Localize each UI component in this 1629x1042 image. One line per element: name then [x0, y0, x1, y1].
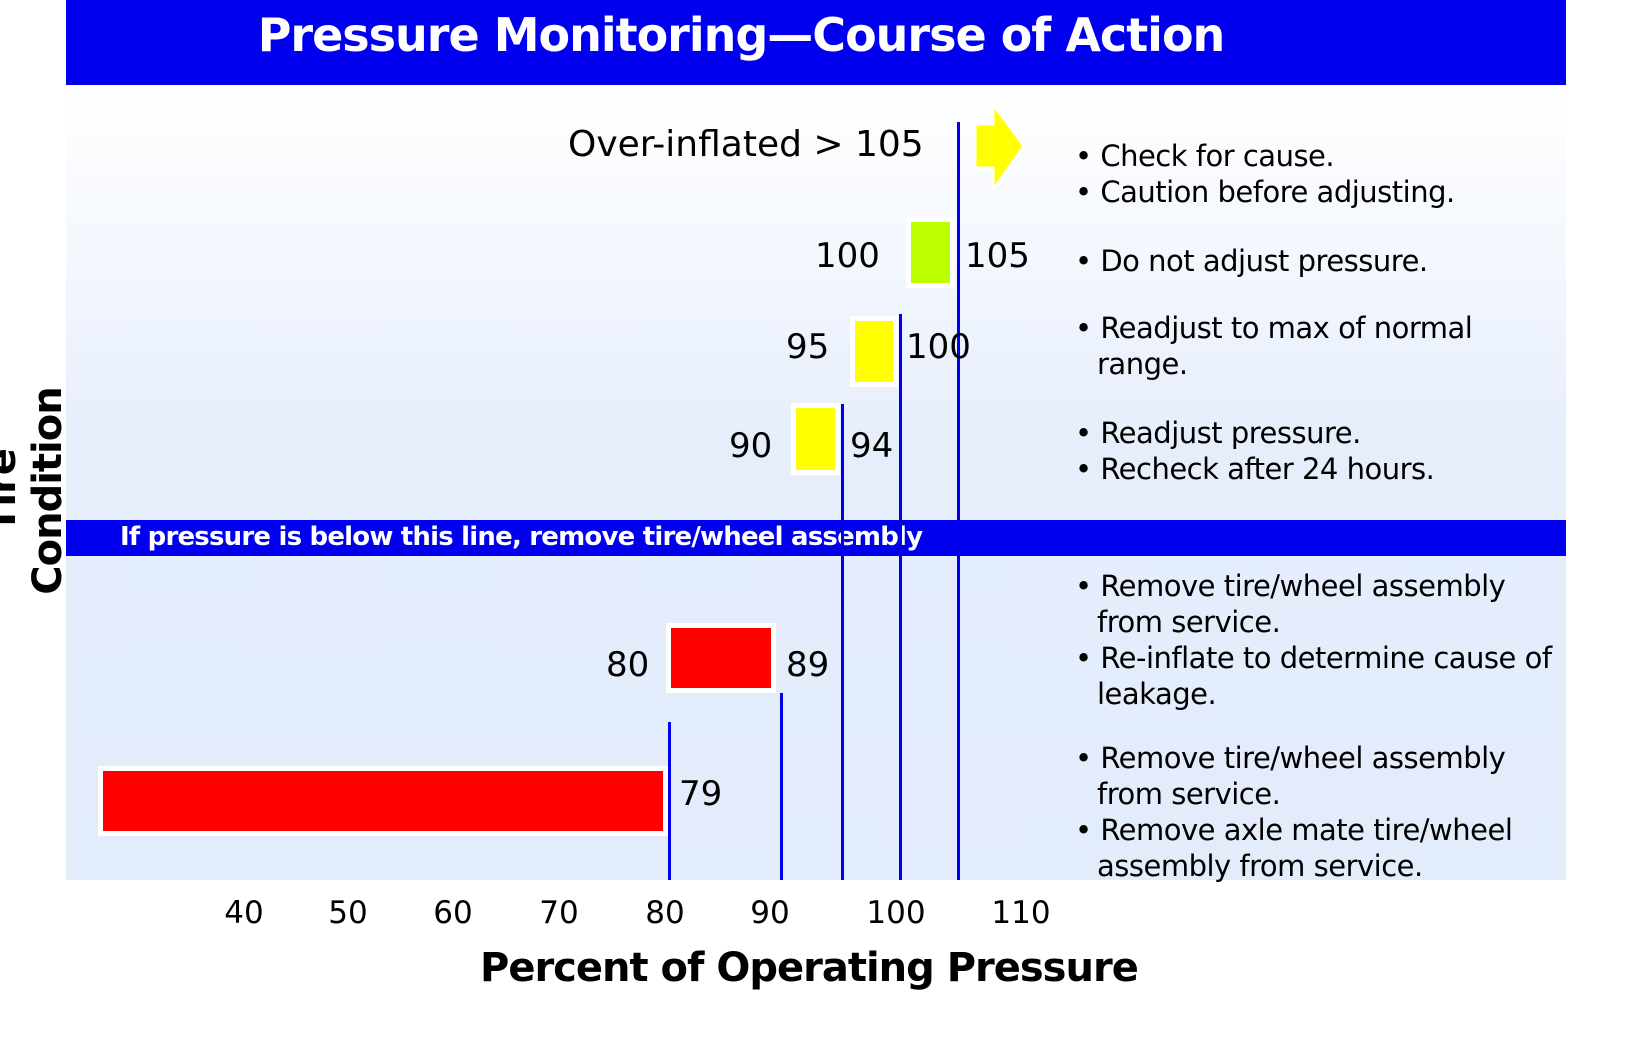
bullet-icon: •: [1075, 741, 1101, 775]
reference-line: [899, 314, 902, 880]
action-item: • Check for cause.: [1075, 138, 1555, 174]
action-item: • Do not adjust pressure.: [1075, 243, 1555, 279]
bullet-icon: •: [1075, 813, 1101, 847]
x-tick-label: 80: [645, 895, 685, 931]
range-bar: [855, 321, 893, 382]
action-item: • Readjust pressure.: [1075, 415, 1555, 451]
reference-line: [841, 404, 844, 880]
x-axis-label: Percent of Operating Pressure: [480, 945, 1139, 991]
y-axis-label: Tire Condition: [0, 387, 71, 595]
x-tick-label: 50: [328, 895, 368, 931]
bullet-icon: •: [1075, 641, 1101, 675]
x-tick-label: 100: [866, 895, 926, 931]
range-bar: [796, 408, 835, 470]
x-tick-label: 70: [539, 895, 579, 931]
range-high-label: 105: [965, 236, 1030, 276]
action-list: • Remove tire/wheel assembly from servic…: [1075, 568, 1555, 712]
threshold-text: If pressure is below this line, remove t…: [120, 522, 923, 552]
action-item: • Re-inflate to determine cause of leaka…: [1075, 640, 1555, 712]
action-item: • Remove axle mate tire/wheel assembly f…: [1075, 812, 1555, 884]
action-text: Re-inflate to determine cause of leakage…: [1097, 641, 1552, 711]
range-high-label: 89: [786, 645, 830, 685]
bullet-icon: •: [1075, 139, 1101, 173]
x-tick-label: 90: [750, 895, 790, 931]
reference-line: [780, 693, 783, 880]
range-low-label: 90: [729, 426, 773, 466]
action-text: Check for cause.: [1100, 139, 1335, 173]
reference-line: [957, 122, 960, 880]
bullet-icon: •: [1075, 175, 1101, 209]
range-low-label: 95: [786, 327, 830, 367]
action-text: Readjust to max of normal range.: [1097, 311, 1473, 381]
range-high-label: 79: [679, 774, 723, 814]
range-low-label: 80: [606, 645, 650, 685]
action-text: Remove tire/wheel assembly from service.: [1097, 569, 1506, 639]
action-text: Do not adjust pressure.: [1100, 244, 1428, 278]
bullet-icon: •: [1075, 452, 1101, 486]
row-label: Over-inflated > 105: [568, 124, 924, 165]
action-list: • Check for cause. • Caution before adjus…: [1075, 138, 1555, 210]
x-tick-label: 60: [433, 895, 473, 931]
action-text: Caution before adjusting.: [1100, 175, 1455, 209]
title-bar: [66, 0, 1566, 85]
action-item: • Caution before adjusting.: [1075, 174, 1555, 210]
action-list: • Do not adjust pressure.: [1075, 243, 1555, 279]
action-list: • Readjust to max of normal range.: [1075, 310, 1555, 382]
x-tick-label: 40: [224, 895, 264, 931]
action-text: Remove tire/wheel assembly from service.: [1097, 741, 1506, 811]
reference-line: [668, 722, 671, 880]
range-bar: [103, 771, 663, 831]
action-list: • Remove tire/wheel assembly from servic…: [1075, 740, 1555, 884]
action-item: • Readjust to max of normal range.: [1075, 310, 1555, 382]
bullet-icon: •: [1075, 416, 1101, 450]
plot-area: [66, 85, 1566, 880]
action-text: Recheck after 24 hours.: [1100, 452, 1435, 486]
range-high-label: 94: [850, 426, 894, 466]
bullet-icon: •: [1075, 569, 1101, 603]
chart-title: Pressure Monitoring—Course of Action: [257, 8, 1226, 62]
over-inflated-arrow-icon: [975, 104, 1025, 190]
action-list: • Readjust pressure. • Recheck after 24 h…: [1075, 415, 1555, 487]
action-item: • Remove tire/wheel assembly from servic…: [1075, 568, 1555, 640]
action-item: • Remove tire/wheel assembly from servic…: [1075, 740, 1555, 812]
x-tick-label: 110: [991, 895, 1051, 931]
action-item: • Recheck after 24 hours.: [1075, 451, 1555, 487]
range-low-label: 100: [815, 236, 880, 276]
range-bar: [911, 222, 950, 283]
bullet-icon: •: [1075, 311, 1101, 345]
range-high-label: 100: [906, 327, 971, 367]
threshold-band: [66, 520, 1566, 556]
action-text: Readjust pressure.: [1100, 416, 1361, 450]
bullet-icon: •: [1075, 244, 1101, 278]
range-bar: [671, 628, 771, 688]
action-text: Remove axle mate tire/wheel assembly fro…: [1097, 813, 1513, 883]
